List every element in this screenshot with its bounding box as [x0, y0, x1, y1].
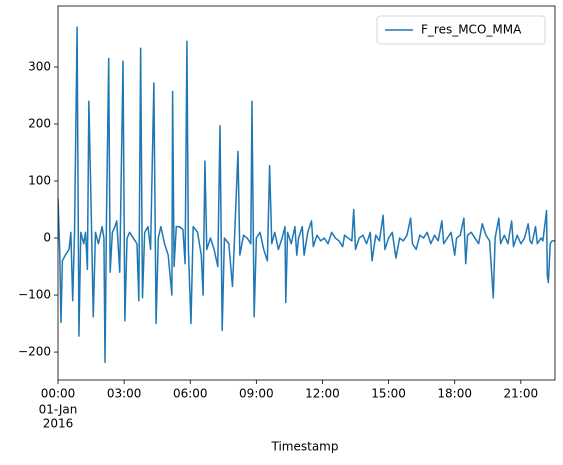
legend-box	[376, 15, 546, 45]
plot-frame	[57, 5, 556, 381]
y-tick-label: 0	[43, 231, 51, 245]
x-tick-label: 00:00	[41, 387, 76, 401]
data-line	[58, 26, 555, 364]
x-tick-label: 21:00	[504, 387, 539, 401]
y-tick-label: 300	[28, 60, 51, 74]
x-tick-label: 09:00	[239, 387, 274, 401]
x-tick-label: 15:00	[371, 387, 406, 401]
y-tick-label: −200	[18, 345, 51, 359]
y-tick-label: 200	[28, 117, 51, 131]
x-date-label: 2016	[43, 417, 74, 431]
x-tick-label: 18:00	[437, 387, 472, 401]
x-axis-label: Timestamp	[271, 440, 339, 454]
y-tick-label: 100	[28, 174, 51, 188]
x-tick-label: 12:00	[305, 387, 340, 401]
x-tick-label: 03:00	[107, 387, 142, 401]
y-tick-label: −100	[18, 288, 51, 302]
x-tick-label: 06:00	[173, 387, 208, 401]
x-date-label: 01-Jan	[39, 403, 78, 417]
legend-label: F_res_MCO_MMA	[421, 23, 522, 37]
